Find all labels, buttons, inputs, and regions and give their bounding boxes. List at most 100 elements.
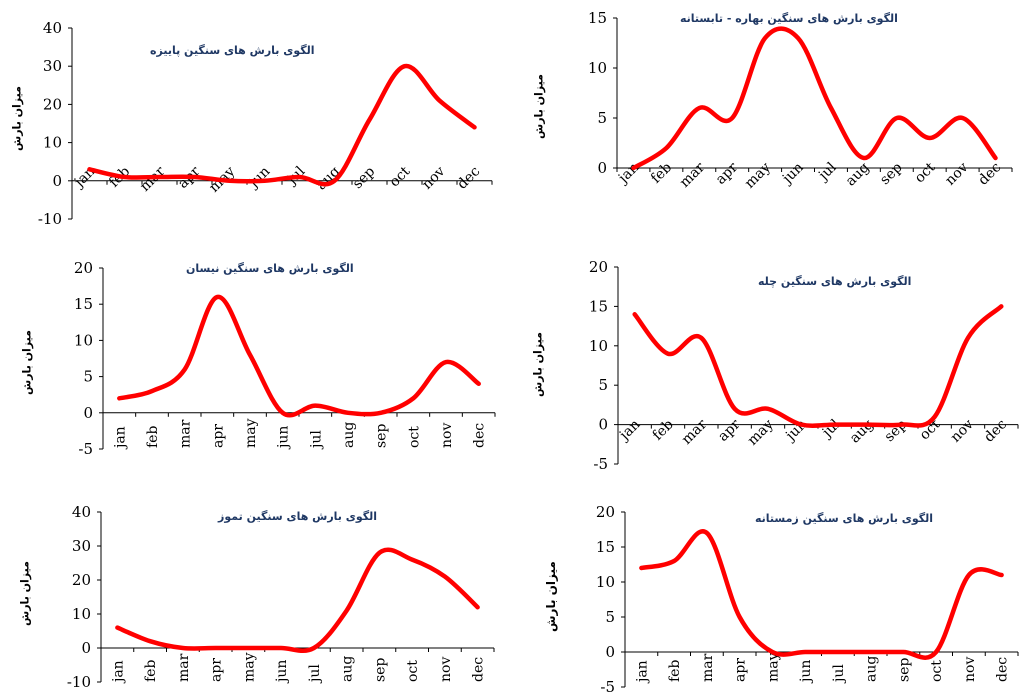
y-tick-label: 20 [596,503,615,521]
x-tick-label: jan [634,660,650,684]
x-tick-label: jul [831,664,847,684]
x-tick-label: nov [438,657,454,682]
x-tick-label: nov [962,657,978,682]
x-tick-label: may [243,418,259,448]
x-tick-label: dec [472,423,488,448]
x-tick-label: mar [178,419,194,448]
y-tick-label: 10 [74,331,93,349]
chart-panel-nisan: میزان بارش الگوی بارش های سنگین نیسان -5… [0,250,500,470]
y-tick-label: 0 [52,172,62,190]
y-tick-label: 30 [43,57,62,75]
x-tick-label: apr [715,416,744,445]
y-tick-label: 20 [72,571,91,589]
x-tick-label: sep [372,658,388,682]
x-tick-label: mar [176,653,192,682]
y-tick-label: -5 [593,455,608,473]
x-tick-label: jul [814,159,840,185]
x-tick-label: dec [995,657,1011,682]
x-tick-label: jan [615,417,643,445]
x-tick-label: dec [471,657,487,682]
x-tick-label: aug [847,416,877,446]
series-line [87,63,477,187]
x-tick-label: dec [975,159,1004,188]
x-tick-label: oct [405,660,421,682]
x-tick-label: feb [650,416,677,443]
y-tick-label: 15 [596,538,615,556]
chart-title: الگوی بارش های سنگین تموز [218,510,378,523]
chart-panel-spring-summer: میزان بارش الگوی بارش های سنگین بهاره - … [510,0,1021,240]
x-tick-label: nov [942,159,971,188]
series-line [115,547,480,653]
chart-title: الگوی بارش های سنگین پاییزه [150,44,315,57]
y-tick-label: 40 [72,503,91,521]
y-tick-label: -5 [78,440,93,458]
x-tick-label: jan [70,164,98,192]
x-tick-label: may [241,652,257,682]
x-tick-label: sep [374,424,390,448]
series-line [117,294,481,418]
x-tick-label: oct [387,163,414,190]
x-tick-label: jun [276,426,292,450]
x-tick-label: jul [308,430,324,450]
chart-panel-chelleh: میزان بارش الگوی بارش های سنگین چله -5 0 5… [510,250,1021,480]
y-tick-label: 20 [589,258,608,276]
x-tick-label: sep [350,163,379,192]
y-tick-label: 15 [588,9,607,27]
y-tick-label: -10 [67,673,91,691]
chart-panel-tammuz: میزان بارش الگوی بارش های سنگین تموز -10… [0,495,500,693]
y-tick-label: 0 [597,159,607,177]
y-tick-label: -10 [38,210,62,228]
x-tick-label: jan [110,660,126,684]
y-tick-label: 20 [74,259,93,277]
x-tick-label: mar [677,159,709,191]
y-tick-label: 5 [83,368,93,386]
y-tick-label: 0 [605,643,615,661]
x-tick-label: feb [648,159,675,186]
y-tick-label: 10 [72,605,91,623]
y-tick-label: 40 [43,19,62,37]
x-tick-label: mar [700,653,716,682]
x-tick-label: oct [929,660,945,682]
x-tick-label: apr [210,424,226,448]
x-tick-label: may [745,416,777,448]
x-tick-label: feb [143,660,159,682]
chart-title: الگوی بارش های سنگین چله [758,275,912,288]
x-tick-label: aug [843,159,873,189]
x-tick-label: apr [209,658,225,682]
chart-title: الگوی بارش های سنگین زمستانه [755,512,934,525]
x-tick-label: jun [798,660,814,684]
x-tick-label: dec [454,163,483,192]
y-tick-label: 10 [589,337,608,355]
y-tick-label: 15 [589,297,608,315]
chart-title: الگوی بارش های سنگین بهاره - تابستانه [680,12,898,25]
y-tick-label: 5 [605,608,615,626]
x-tick-label: apr [733,658,749,682]
x-tick-label: nov [948,416,977,445]
x-tick-label: may [765,652,781,682]
y-tick-label: 20 [43,95,62,113]
x-tick-label: apr [713,159,742,188]
x-tick-label: dec [981,416,1010,445]
x-tick-label: nov [419,163,448,192]
x-tick-label: mar [679,416,711,448]
y-tick-label: 0 [83,404,93,422]
x-tick-label: nov [439,423,455,448]
x-tick-label: sep [882,416,911,445]
x-tick-label: aug [864,656,880,682]
x-tick-label: may [742,159,774,191]
x-tick-label: oct [406,426,422,448]
x-tick-label: aug [341,422,357,448]
series-line [632,304,1004,428]
y-tick-label: 30 [72,537,91,555]
x-tick-label: jun [245,164,274,193]
chart-panel-autumn: میزان بارش الگوی بارش های سنگین پاییزه -… [0,0,500,240]
x-tick-label: aug [340,656,356,682]
x-tick-label: feb [667,660,683,682]
y-tick-label: 15 [74,295,93,313]
